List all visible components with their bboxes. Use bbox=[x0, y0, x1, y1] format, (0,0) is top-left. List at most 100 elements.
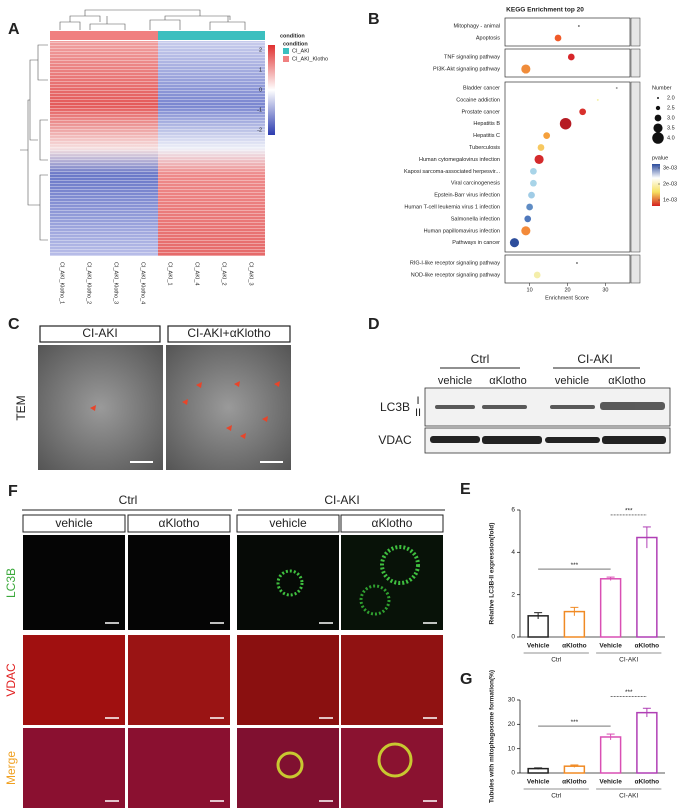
facet-strip bbox=[630, 81, 641, 253]
legend-dot bbox=[657, 97, 659, 99]
dot bbox=[567, 53, 575, 61]
blot-label: LC3B bbox=[380, 400, 410, 414]
dot bbox=[554, 34, 562, 42]
column-label: αKlotho bbox=[159, 516, 200, 530]
legend-dot bbox=[652, 132, 664, 144]
legend-label: CI_AKI_Klotho bbox=[292, 56, 328, 62]
facet-box bbox=[504, 17, 631, 47]
legend-label: 2e-03 bbox=[663, 181, 677, 187]
scale-label: 0 bbox=[259, 87, 262, 93]
group-label: CI-AKI bbox=[577, 352, 612, 366]
color-bar bbox=[652, 164, 660, 206]
lane-label: vehicle bbox=[555, 375, 589, 387]
group-label: Ctrl bbox=[551, 657, 562, 664]
dot bbox=[576, 262, 578, 264]
y-tick-label: RIG-I-like receptor signaling pathway bbox=[410, 260, 500, 266]
x-tick-label: αKlotho bbox=[562, 643, 587, 650]
dot bbox=[615, 87, 618, 89]
dot bbox=[534, 154, 544, 164]
y-tick-label: NOD-like receptor signaling pathway bbox=[411, 272, 501, 278]
dot bbox=[524, 215, 532, 223]
column-label: CI_AKI_3 bbox=[248, 262, 254, 286]
dot bbox=[543, 132, 551, 139]
panel-letter: A bbox=[8, 21, 20, 38]
legend-dot bbox=[654, 114, 662, 122]
label-box bbox=[39, 325, 161, 343]
panel-letter: D bbox=[368, 316, 380, 333]
dot bbox=[528, 191, 535, 199]
dot bbox=[596, 98, 599, 101]
legend-label: 4.0 bbox=[667, 135, 675, 141]
dot bbox=[526, 203, 533, 211]
column-label: CI_AKI_Klotho_2 bbox=[86, 262, 92, 304]
dot bbox=[530, 167, 537, 175]
y-tick-label: Salmonella infection bbox=[451, 216, 500, 222]
label-box bbox=[236, 514, 340, 533]
y-tick-label: Mitophagy - animal bbox=[454, 23, 500, 29]
legend-swatch bbox=[283, 48, 289, 54]
y-axis-label: Relative LC3B-II expression(fold) bbox=[489, 523, 496, 625]
tem-image bbox=[166, 345, 291, 470]
tem-image bbox=[38, 345, 163, 470]
legend-title: Number bbox=[652, 85, 672, 91]
y-tick-label: Epstein-Barr virus infection bbox=[434, 193, 500, 199]
row-label: VDAC bbox=[4, 663, 18, 697]
x-axis-label: Enrichment Score bbox=[545, 295, 589, 301]
group-label: Ctrl bbox=[119, 493, 138, 507]
x-tick-label: 30 bbox=[602, 287, 608, 293]
x-tick-label: Vehicle bbox=[527, 643, 550, 650]
row-label: LC3B bbox=[4, 568, 18, 598]
y-tick-label: PI3K-Akt signaling pathway bbox=[433, 66, 500, 72]
sig-label: *** bbox=[625, 689, 633, 696]
panel-letter: F bbox=[8, 483, 18, 500]
label-box bbox=[22, 514, 126, 533]
x-tick-label: Vehicle bbox=[599, 779, 622, 786]
lane-label: vehicle bbox=[438, 375, 472, 387]
dot bbox=[559, 117, 572, 130]
y-tick-label: Cocaine addiction bbox=[456, 97, 500, 103]
legend-dot bbox=[653, 123, 663, 133]
label-box bbox=[340, 514, 444, 533]
x-tick-label: αKlotho bbox=[635, 643, 660, 650]
y-tick-label: TNF signaling pathway bbox=[444, 54, 500, 60]
column-label: αKlotho bbox=[372, 516, 413, 530]
fluorescence-images bbox=[23, 535, 443, 808]
label-box bbox=[127, 514, 231, 533]
label-box bbox=[167, 325, 291, 343]
scale-label: 2 bbox=[259, 47, 262, 53]
panel-letter: E bbox=[460, 481, 471, 498]
bar bbox=[636, 536, 658, 638]
band-label: I bbox=[416, 395, 419, 407]
heatmap bbox=[20, 9, 275, 256]
legend-swatch bbox=[283, 56, 289, 62]
image-label: CI-AKI+αKlotho bbox=[187, 326, 271, 340]
y-tick-label: Tuberculosis bbox=[469, 145, 500, 151]
x-tick-label: αKlotho bbox=[635, 779, 660, 786]
y-tick-label: Viral carcinogenesis bbox=[451, 181, 500, 187]
lane-label: αKlotho bbox=[608, 375, 646, 387]
legend-label: 2.0 bbox=[667, 95, 675, 101]
x-tick-label: 10 bbox=[527, 287, 533, 293]
x-tick-label: αKlotho bbox=[562, 779, 587, 786]
legend-label: 3.5 bbox=[667, 125, 675, 131]
group-label: Ctrl bbox=[551, 793, 562, 800]
y-tick-label: Hepatitis B bbox=[473, 121, 500, 127]
dot bbox=[577, 25, 580, 27]
row-label: TEM bbox=[14, 395, 28, 420]
arrows bbox=[90, 381, 280, 439]
row-label: Merge bbox=[4, 751, 18, 785]
y-tick-label: Hepatitis C bbox=[473, 133, 500, 139]
group-label: CI-AKI bbox=[619, 793, 638, 800]
y-tick-label: 0 bbox=[511, 634, 515, 641]
column-label: CI_AKI_4 bbox=[194, 262, 200, 286]
dot bbox=[579, 108, 587, 116]
scale-label: -2 bbox=[257, 127, 262, 133]
legend-label: 3.0 bbox=[667, 115, 675, 121]
dot bbox=[521, 64, 531, 74]
bar bbox=[599, 578, 622, 638]
x-tick-label: Vehicle bbox=[599, 643, 622, 650]
dot bbox=[509, 238, 520, 248]
y-tick-label: Kaposi sarcoma-associated herpesvir... bbox=[404, 169, 500, 175]
legend-title: condition bbox=[283, 41, 308, 47]
y-tick-label: Apoptosis bbox=[476, 35, 500, 41]
